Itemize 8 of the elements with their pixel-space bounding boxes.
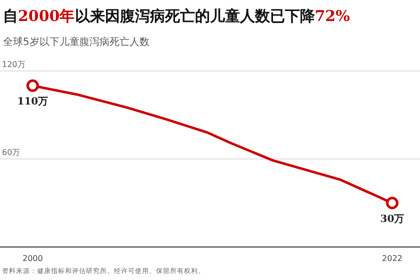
- chart-title: 自2000年以来因腹泻病死亡的儿童人数已下降72%: [3, 7, 350, 25]
- y-tick-label: 60万: [2, 148, 20, 157]
- y-tick-label: 120万: [2, 60, 26, 69]
- chart-subtitle: 全球5岁以下儿童腹泻病死亡人数: [3, 36, 150, 48]
- data-label: 110万: [17, 96, 48, 108]
- x-tick-label: 2000: [22, 254, 43, 263]
- data-label: 30万: [380, 214, 404, 225]
- x-tick-label: 2022: [382, 254, 402, 263]
